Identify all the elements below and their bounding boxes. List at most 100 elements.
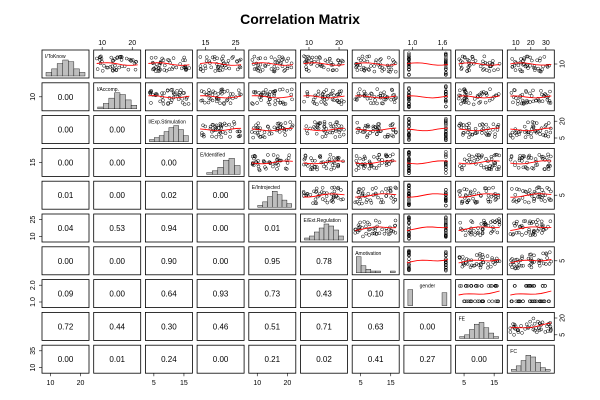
- smooth-line: [406, 160, 448, 165]
- scatter-point: [444, 215, 448, 219]
- scatter-point: [521, 189, 525, 193]
- scatter-point: [318, 56, 322, 60]
- scatter-point: [536, 66, 540, 71]
- scatter-point: [490, 258, 494, 262]
- tick-label: 10: [30, 93, 37, 101]
- scatter-point: [444, 99, 448, 104]
- scatter-point: [497, 165, 501, 169]
- scatter-point: [358, 220, 362, 225]
- scatter-point: [479, 90, 484, 95]
- scatter-point: [486, 265, 490, 270]
- scatter-point: [526, 66, 530, 70]
- scatter-point: [119, 58, 124, 62]
- scatter-point: [301, 190, 306, 194]
- panel-border: [196, 311, 245, 341]
- scatter-point: [467, 121, 471, 126]
- panel-border: [196, 279, 245, 309]
- scatter-point: [219, 124, 223, 129]
- correlation-value: 0.00: [213, 257, 229, 266]
- scatter-point: [200, 131, 204, 135]
- scatter-point: [201, 69, 205, 73]
- panel-border: [351, 213, 400, 243]
- scatter-point: [407, 183, 411, 188]
- scatter-point: [511, 100, 515, 105]
- histogram-bar: [79, 72, 86, 77]
- histogram-bar: [108, 97, 115, 109]
- scatter-point: [536, 258, 541, 262]
- scatter-point: [393, 197, 398, 202]
- histogram-bar: [178, 129, 184, 142]
- scatter-point: [407, 231, 411, 235]
- scatter-point: [329, 167, 333, 172]
- scatter-point: [544, 252, 549, 257]
- scatter-point: [526, 156, 531, 160]
- scatter-point: [365, 133, 370, 138]
- scatter-point: [251, 90, 256, 94]
- scatter-point: [525, 64, 530, 68]
- histogram-bar: [97, 106, 104, 110]
- scatter-point: [530, 58, 534, 63]
- tick-label: 5: [359, 380, 363, 387]
- scatter-point: [371, 101, 376, 106]
- scatter-point: [258, 56, 263, 60]
- scatter-point: [536, 319, 540, 324]
- scatter-point: [302, 99, 306, 104]
- scatter-point: [325, 93, 330, 98]
- tick-label: 5: [152, 380, 156, 387]
- smooth-line: [303, 160, 345, 165]
- scatter-point: [471, 196, 475, 201]
- scatter-point: [456, 96, 461, 101]
- correlation-value: 0.27: [420, 355, 436, 364]
- scatter-point: [444, 229, 448, 233]
- scatter-point: [227, 66, 232, 71]
- scatter-point: [312, 60, 317, 64]
- variable-label: FE: [459, 316, 466, 322]
- scatter-point: [457, 93, 461, 98]
- scatter-point: [460, 199, 464, 204]
- scatter-point: [330, 198, 335, 202]
- scatter-point: [532, 199, 536, 203]
- scatter-point: [305, 94, 310, 99]
- histogram-bar: [103, 103, 110, 110]
- variable-label: E/Introjected: [252, 185, 280, 191]
- scatter-point: [377, 152, 381, 157]
- scatter-point: [166, 101, 170, 105]
- scatter-point: [95, 56, 99, 61]
- scatter-point: [537, 58, 542, 63]
- scatter-point: [182, 102, 187, 107]
- histogram-bar: [45, 72, 52, 77]
- scatter-point: [185, 95, 189, 100]
- scatter-point: [514, 230, 519, 235]
- scatter-point: [353, 97, 358, 101]
- scatter-point: [480, 231, 485, 236]
- scatter-point: [225, 89, 230, 93]
- scatter-point: [509, 91, 514, 95]
- scatter-point: [548, 130, 553, 135]
- scatter-point: [490, 219, 495, 223]
- scatter-point: [539, 69, 543, 74]
- scatter-point: [183, 66, 188, 70]
- histogram-bar: [168, 127, 174, 142]
- scatter-point: [407, 251, 411, 256]
- scatter-point: [493, 132, 497, 136]
- scatter-point: [158, 60, 163, 64]
- scatter-point: [169, 98, 174, 103]
- scatter-point: [385, 159, 389, 164]
- scatter-point: [238, 57, 243, 62]
- histogram-bar: [474, 323, 480, 339]
- scatter-point: [323, 134, 328, 138]
- scatter-point: [547, 63, 551, 68]
- tick-label: 20: [335, 40, 343, 47]
- scatter-point: [546, 121, 551, 125]
- panel-border: [248, 344, 297, 374]
- smooth-line: [251, 95, 293, 99]
- scatter-point: [529, 135, 534, 139]
- scatter-point: [218, 101, 222, 105]
- correlation-value: 0.51: [265, 322, 281, 331]
- scatter-point: [156, 69, 161, 73]
- scatter-point: [461, 255, 465, 259]
- scatter-point: [535, 163, 540, 167]
- scatter-point: [182, 55, 186, 60]
- scatter-point: [536, 195, 540, 199]
- scatter-point: [336, 164, 340, 169]
